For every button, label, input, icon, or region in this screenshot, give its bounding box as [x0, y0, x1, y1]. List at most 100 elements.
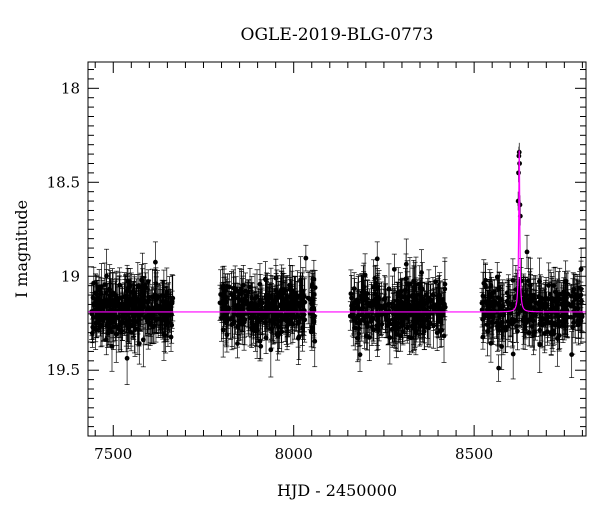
- data-point: [142, 314, 148, 320]
- data-point: [430, 292, 436, 298]
- data-point: [123, 321, 129, 327]
- data-point: [364, 333, 369, 339]
- data-point: [114, 314, 119, 320]
- data-point: [137, 301, 143, 307]
- data-point: [131, 297, 136, 302]
- data-point: [441, 333, 447, 339]
- data-point: [400, 314, 406, 320]
- data-point: [480, 334, 486, 340]
- data-point: [254, 293, 260, 299]
- data-point: [310, 314, 316, 320]
- data-point: [249, 295, 255, 301]
- data-point: [371, 284, 376, 290]
- data-point: [153, 281, 159, 287]
- data-point: [553, 310, 559, 316]
- data-point: [310, 281, 315, 287]
- data-point: [357, 320, 363, 326]
- data-point: [437, 328, 443, 334]
- data-point: [385, 323, 390, 329]
- data-point: [287, 282, 293, 288]
- data-point: [431, 304, 437, 310]
- data-point: [169, 322, 175, 328]
- data-point: [419, 313, 425, 319]
- data-point: [251, 328, 257, 333]
- data-point: [496, 321, 502, 327]
- data-point: [110, 290, 116, 296]
- data-point: [98, 301, 104, 306]
- data-point: [403, 261, 409, 267]
- data-point: [249, 311, 255, 317]
- data-point: [500, 325, 506, 330]
- data-point: [231, 292, 237, 298]
- data-point: [427, 321, 433, 326]
- data-point: [157, 304, 162, 310]
- data-point: [425, 314, 431, 320]
- data-point: [124, 355, 130, 361]
- data-point: [168, 334, 174, 340]
- data-point: [276, 324, 282, 329]
- data-point: [378, 303, 384, 309]
- data-point: [379, 321, 385, 327]
- data-layer: [89, 142, 585, 385]
- data-point: [128, 329, 134, 335]
- data-point: [289, 301, 295, 307]
- data-point: [435, 312, 441, 318]
- data-point: [292, 291, 298, 297]
- data-point: [255, 317, 261, 323]
- data-point: [139, 298, 145, 304]
- data-point: [163, 322, 169, 328]
- data-point: [125, 278, 131, 284]
- data-point: [225, 284, 230, 289]
- data-point: [485, 328, 491, 334]
- data-point: [251, 301, 257, 307]
- data-point: [262, 276, 268, 282]
- data-point: [105, 298, 110, 304]
- data-point: [308, 329, 314, 335]
- data-point: [552, 306, 558, 311]
- data-point: [349, 312, 355, 318]
- data-point: [91, 315, 96, 321]
- data-point: [524, 293, 529, 299]
- data-point: [257, 281, 263, 287]
- data-point: [510, 277, 516, 283]
- data-point: [414, 312, 420, 318]
- data-point: [246, 301, 251, 307]
- data-point: [568, 303, 574, 309]
- data-point: [439, 310, 445, 316]
- data-point: [272, 299, 278, 305]
- data-point: [113, 296, 119, 302]
- data-point: [374, 256, 380, 262]
- data-point: [537, 295, 543, 301]
- data-point: [153, 259, 158, 265]
- data-point: [169, 299, 175, 304]
- data-point: [93, 326, 99, 332]
- data-point: [91, 280, 97, 286]
- data-point: [363, 320, 369, 326]
- data-point: [433, 279, 438, 284]
- data-point: [279, 290, 285, 296]
- data-point: [496, 365, 502, 371]
- data-point: [406, 334, 412, 340]
- data-point: [144, 300, 150, 305]
- data-point: [268, 318, 274, 324]
- data-point: [305, 295, 311, 301]
- data-point: [351, 286, 357, 291]
- data-point: [554, 336, 560, 341]
- data-point: [410, 299, 416, 304]
- data-point: [383, 306, 388, 312]
- data-point: [523, 318, 529, 324]
- data-point: [154, 307, 159, 312]
- data-point: [411, 293, 417, 298]
- data-point: [488, 340, 494, 346]
- data-point: [258, 343, 264, 349]
- data-point: [413, 282, 419, 288]
- data-point: [403, 305, 409, 311]
- data-point: [484, 307, 490, 313]
- data-point: [419, 270, 424, 275]
- data-point: [116, 304, 122, 310]
- data-point: [147, 322, 153, 327]
- data-point: [389, 301, 395, 306]
- data-point: [312, 338, 318, 344]
- data-point: [101, 315, 106, 320]
